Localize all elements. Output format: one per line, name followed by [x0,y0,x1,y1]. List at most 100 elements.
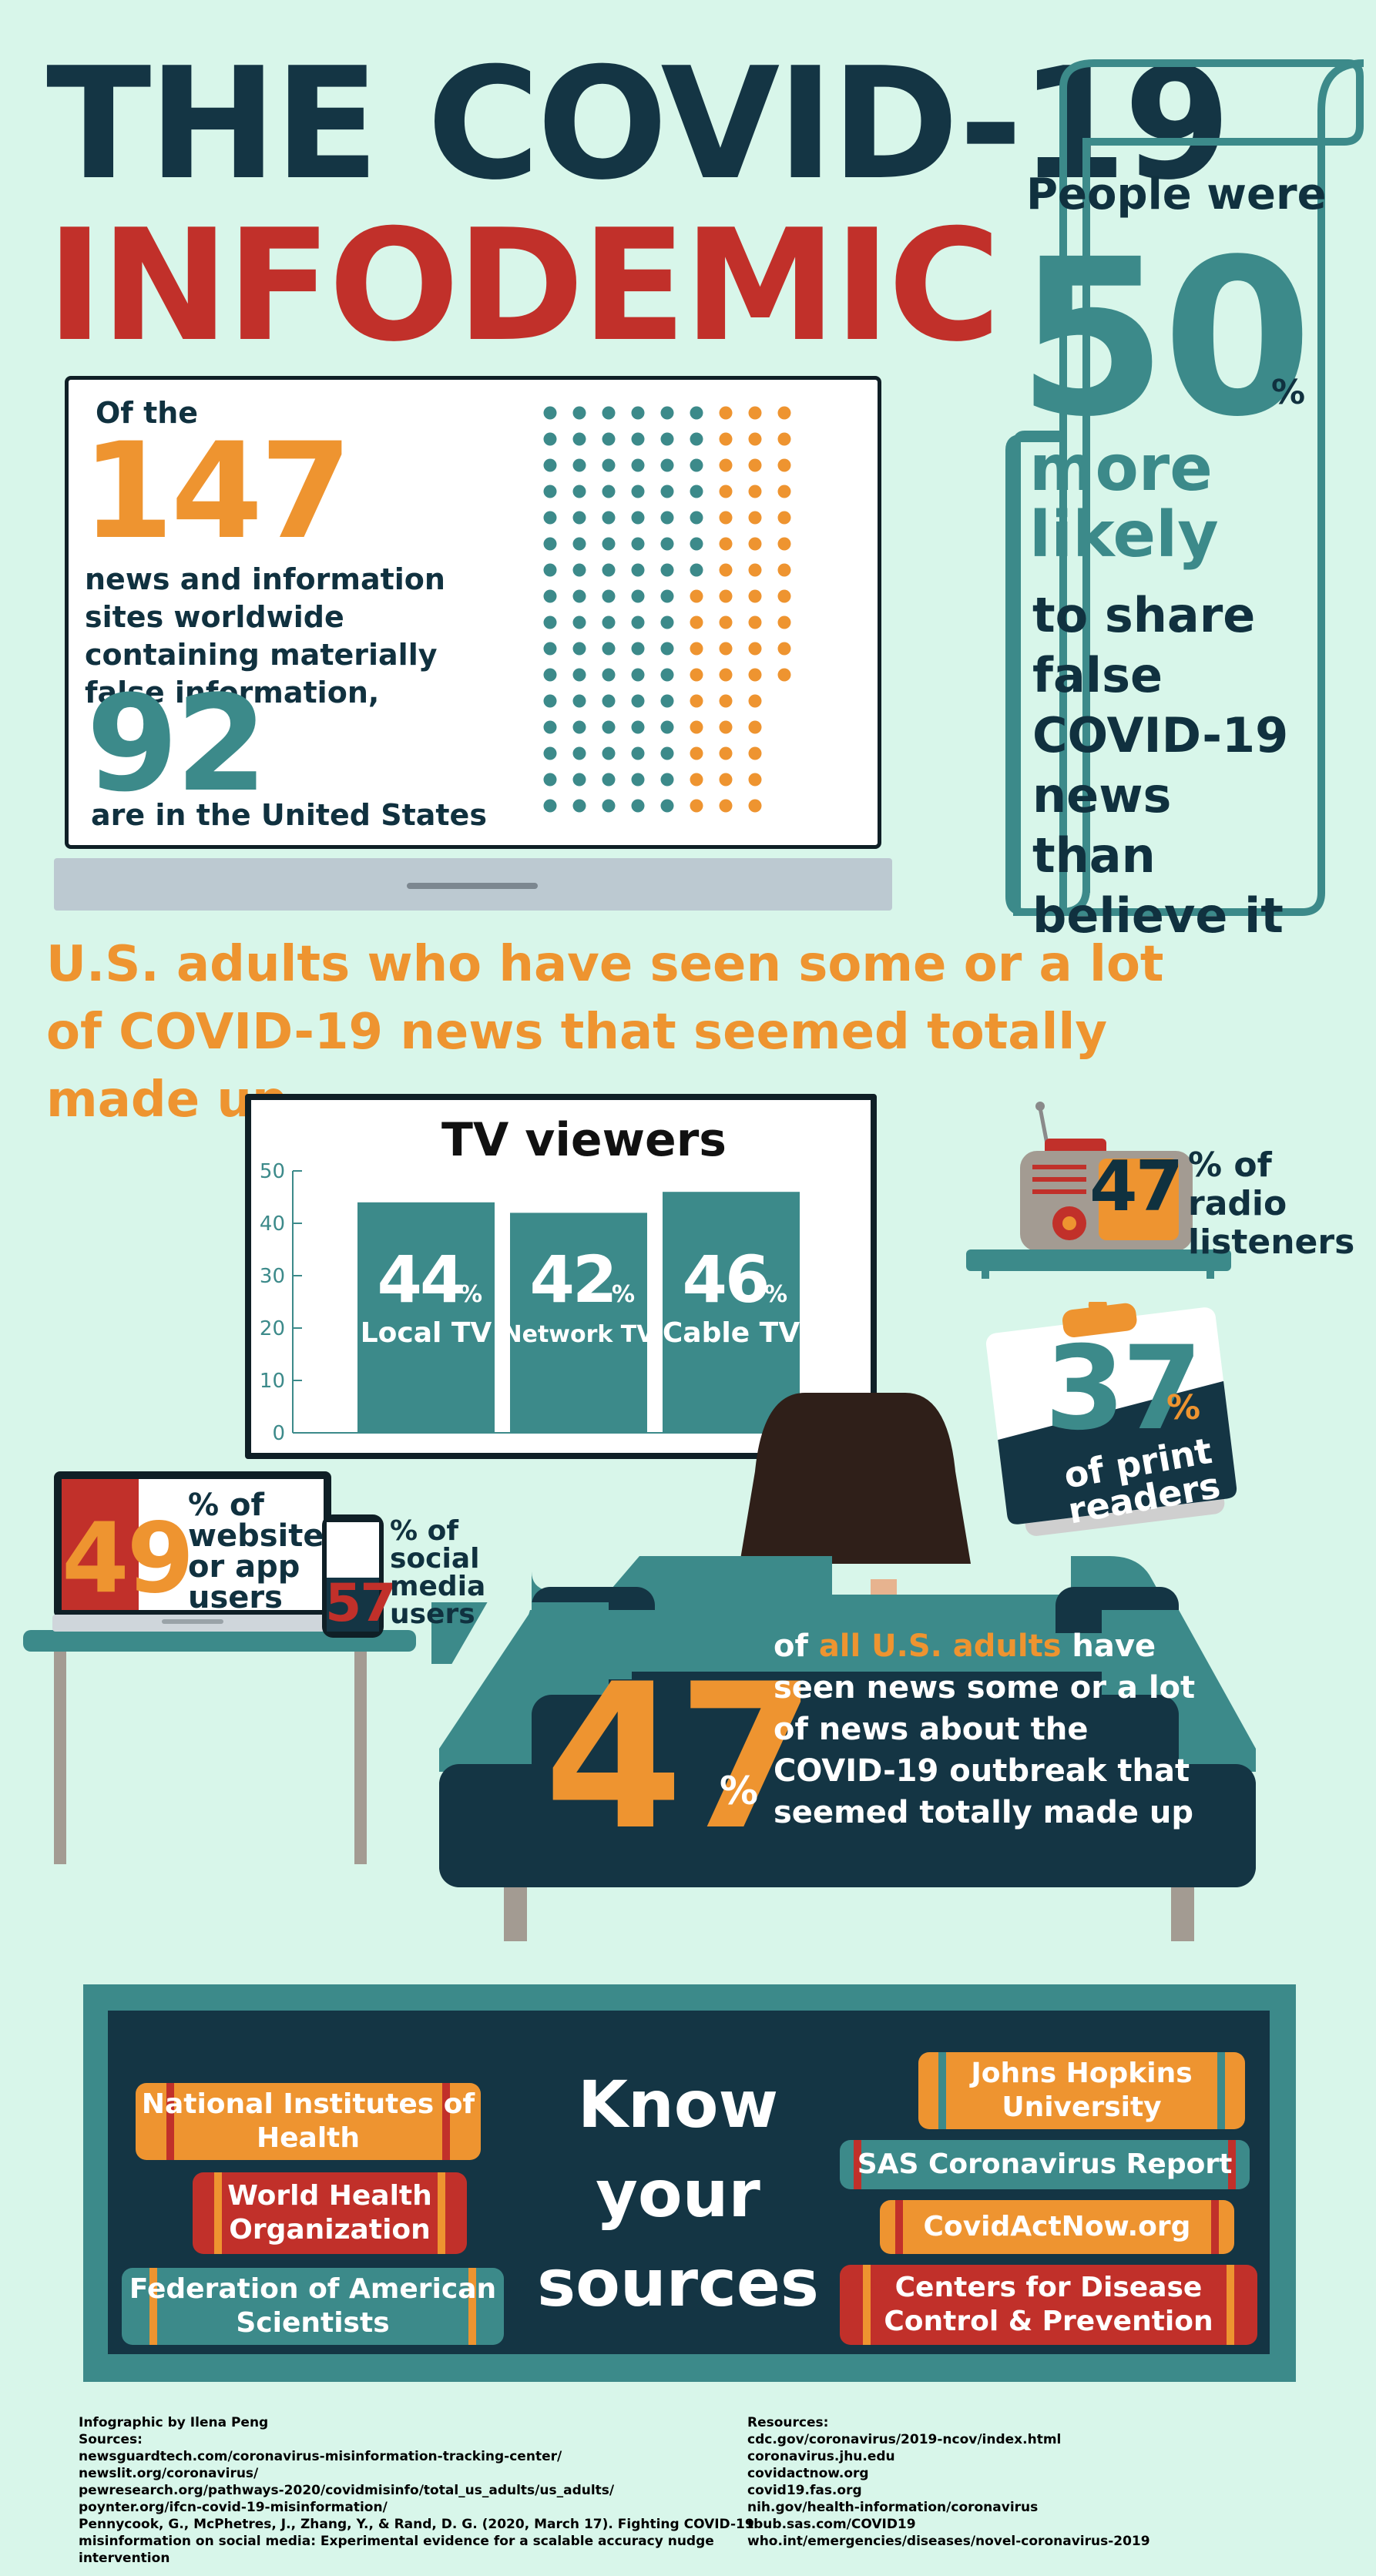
dot-us-site [543,485,557,498]
tv-bar-value: 44 [378,1242,463,1317]
dot-other-site [719,799,733,813]
dot-us-site [690,563,703,577]
dot-us-site [543,458,557,472]
book-sas-label: SAS Coronavirus Report [857,2148,1233,2180]
book-cdc: Centers for Disease Control & Prevention [840,2265,1257,2345]
dot-us-site [602,406,616,420]
all-adults-rest: have seen news some or a lot of news abo… [774,1628,1196,1830]
dot-us-site [572,746,586,760]
dot-us-site [660,485,674,498]
radio-label: % of radio listeners [1188,1145,1355,1262]
dot-us-site [602,642,616,656]
dot-us-site [572,720,586,734]
dot-us-site [660,694,674,708]
dot-other-site [748,485,762,498]
title-line-2: INFODEMIC [46,196,1001,376]
share-value: 50 [1017,213,1313,465]
dot-other-site [690,773,703,787]
dot-other-site [719,485,733,498]
web-label: % of website or app users [188,1488,324,1615]
dot-other-site [748,615,762,629]
dot-us-site [660,615,674,629]
dot-other-site [777,615,791,629]
dot-us-site [660,537,674,551]
dot-us-site [572,668,586,682]
dot-other-site [777,642,791,656]
monitor-screen [65,376,881,849]
dot-us-site [631,406,645,420]
dot-us-site [631,537,645,551]
dot-us-site [631,589,645,603]
social-value: 57 [325,1573,397,1634]
radio-value: 47 [1089,1146,1183,1227]
dot-other-site [719,458,733,472]
dot-us-site [602,799,616,813]
tv-bar-unit: % [612,1281,635,1308]
all-adults-value: 47 [544,1642,817,1874]
dot-us-site [631,668,645,682]
sources-heading: Know your sources [508,2060,847,2328]
dot-us-site [631,642,645,656]
all-adults-highlight: all U.S. adults [818,1628,1062,1664]
dot-us-site [572,589,586,603]
sources-heading-line-3: sources [537,2246,819,2321]
dot-us-site [602,432,616,446]
tv-y-tick-label: 30 [260,1265,285,1288]
tv-y-tick-label: 40 [260,1213,285,1236]
dot-us-site [572,537,586,551]
tv-y-tick-label: 0 [272,1422,285,1445]
book-covidactnow: CovidActNow.org [880,2200,1234,2254]
tv-bar [663,1192,800,1433]
footer-source-line: newslit.org/coronavirus/ [79,2466,259,2481]
dot-us-site [631,615,645,629]
book-who: World Health Organization [193,2172,467,2254]
dot-us-site [631,485,645,498]
footer-resource-line: cdc.gov/coronavirus/2019-ncov/index.html [747,2432,1062,2447]
dot-us-site [690,537,703,551]
dot-other-site [719,746,733,760]
book-fas: Federation of American Scientists [122,2268,504,2345]
sites-description: news and information sites worldwide con… [85,562,445,709]
sites-us-count: 92 [86,666,267,821]
dot-other-site [719,511,733,525]
dot-us-site [660,589,674,603]
dot-us-site [543,432,557,446]
dot-other-site [748,563,762,577]
couch-illustration [431,1393,1256,1941]
footer-resource-line: nih.gov/health-information/coronavirus [747,2500,1039,2515]
dot-other-site [777,406,791,420]
dot-other-site [748,799,762,813]
dot-us-site [690,406,703,420]
dot-us-site [572,485,586,498]
footer-resources-label: Resources: [747,2415,829,2430]
tv-bar-value: 46 [683,1242,768,1317]
person-hair [740,1393,971,1564]
sites-dot-grid [543,406,791,813]
dot-us-site [543,694,557,708]
dot-us-site [543,773,557,787]
book-jhu: Johns Hopkins University [918,2052,1245,2129]
share-more: more likely [1029,432,1219,572]
dot-us-site [690,432,703,446]
dot-us-site [660,432,674,446]
book-fas-label: Federation of American Scientists [129,2273,497,2339]
dot-other-site [748,746,762,760]
dot-other-site [748,694,762,708]
dot-other-site [719,668,733,682]
tv-y-tick-label: 50 [260,1160,285,1183]
dot-us-site [631,720,645,734]
clipboard-icon [985,1302,1237,1536]
footer-resource-line: tbub.sas.com/COVID19 [747,2517,916,2532]
print-value: 37 [1045,1322,1203,1456]
dot-us-site [543,511,557,525]
dot-us-site [690,458,703,472]
radio-icon [966,1102,1231,1279]
dot-us-site [572,799,586,813]
dot-us-site [572,773,586,787]
dot-us-site [602,485,616,498]
social-label: % of social media users [390,1515,486,1630]
dot-us-site [572,432,586,446]
book-cdc-label: Centers for Disease Control & Prevention [884,2272,1213,2337]
dot-other-site [690,615,703,629]
web-value: 49 [62,1501,194,1615]
